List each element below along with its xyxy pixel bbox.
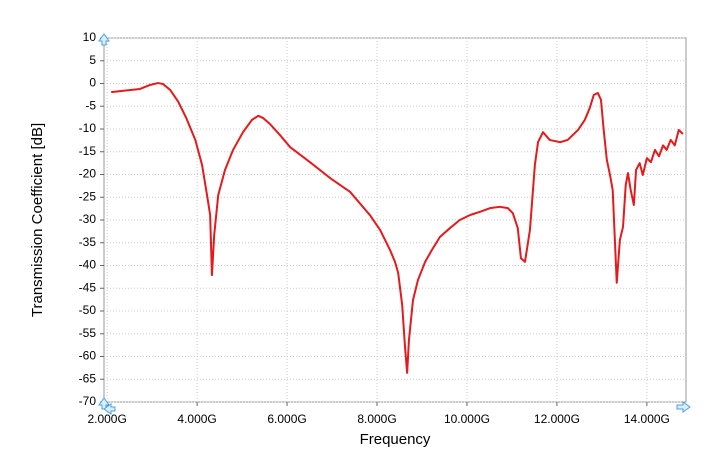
y-tick-label: 10 [83,30,97,44]
x-tick-label: 6.000G [267,412,306,426]
arrow [103,403,116,415]
y-tick-label: -55 [79,326,97,340]
x-tick-label: 12.000G [534,412,580,426]
data-line [111,82,684,374]
arrow [98,33,110,46]
x-axis-title: Frequency [360,431,431,448]
y-axis-title: Transmission Coefficient [dB] [29,123,46,317]
y-tick-label: -40 [79,258,97,272]
y-tick-label: -5 [85,98,96,112]
y-tick-label: -45 [79,280,97,294]
y-tick-label: -15 [79,144,97,158]
plot-area: 10 5 0 -5 -10 -15 -20 -25 -30 -35 -40 -45 -50 -55 -60 -… [79,30,687,426]
y-tick-label: -65 [79,371,97,385]
y-tick-label: -25 [79,189,97,203]
arrow [676,401,691,413]
y-tick-label: -50 [79,303,97,317]
x-tick-label: 4.000G [177,412,216,426]
x-tick-label: 8.000G [357,412,396,426]
y-tick-label: 5 [89,53,96,67]
y-tick-label: -60 [79,349,97,363]
y-tick-label: -70 [79,394,97,408]
y-tick-label: -35 [79,235,97,249]
y-tick-label: -10 [79,121,97,135]
x-tick-label: 10.000G [444,412,490,426]
y-tick-label: -30 [79,212,97,226]
y-tick-label: 0 [89,76,96,90]
axis-arrows [98,33,691,415]
x-tick-label: 14.000G [624,412,670,426]
x-tick-label: 2.000G [87,412,126,426]
y-tick-label: -20 [79,167,97,181]
